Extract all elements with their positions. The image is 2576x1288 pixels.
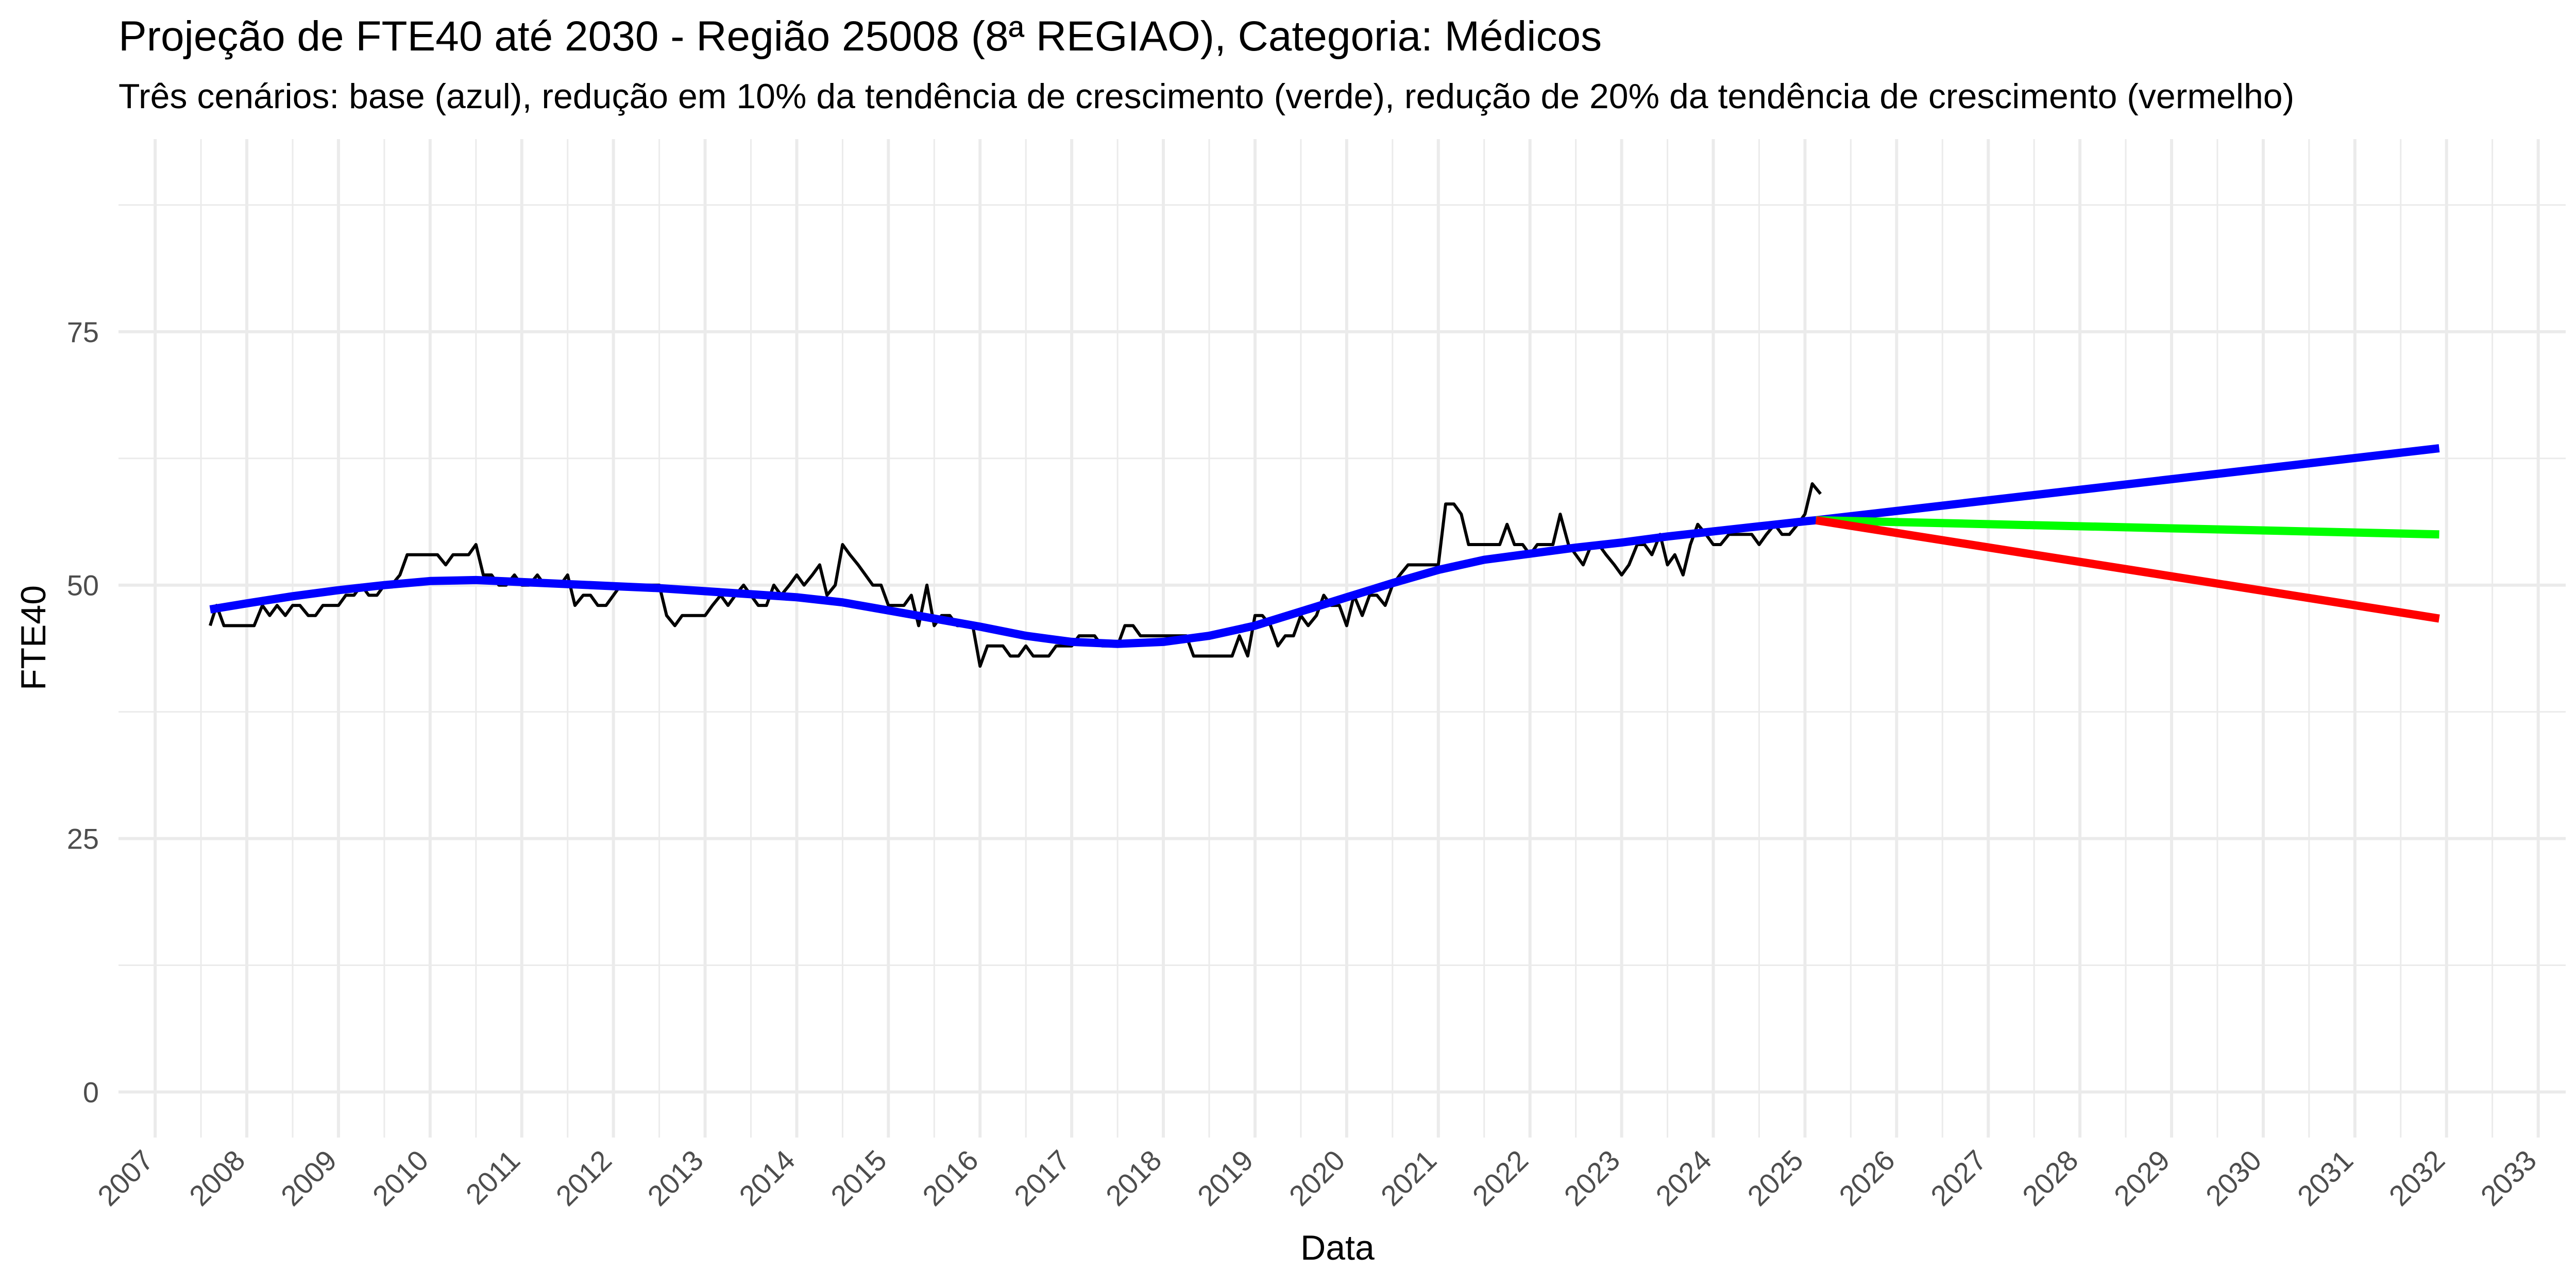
chart-title: Projeção de FTE40 até 2030 - Região 2500… — [118, 13, 1602, 60]
x-tick-label: 2014 — [733, 1144, 801, 1212]
x-tick-label: 2029 — [2108, 1144, 2176, 1212]
x-tick-label: 2025 — [1741, 1144, 1809, 1212]
y-tick-label: 75 — [67, 316, 99, 348]
x-tick-label: 2010 — [366, 1144, 435, 1212]
x-tick-label: 2019 — [1191, 1144, 1260, 1212]
series-line-green-projection — [1816, 516, 2439, 539]
series-line-base-projection — [1815, 444, 2440, 524]
grid-lines — [118, 139, 2566, 1138]
series-line-red-projection — [1815, 516, 2440, 623]
x-tick-label: 2024 — [1649, 1144, 1718, 1212]
x-axis-title: Data — [1300, 1228, 1375, 1267]
y-tick-label: 0 — [83, 1076, 99, 1108]
x-tick-label: 2032 — [2383, 1144, 2451, 1212]
y-tick-label: 50 — [67, 569, 99, 602]
y-tick-label: 25 — [67, 823, 99, 855]
x-tick-label: 2022 — [1466, 1144, 1535, 1212]
x-tick-label: 2008 — [183, 1144, 251, 1212]
x-tick-label: 2018 — [1099, 1144, 1168, 1212]
x-tick-label: 2011 — [460, 1144, 527, 1211]
x-tick-label: 2015 — [824, 1144, 893, 1212]
x-tick-label: 2023 — [1557, 1144, 1626, 1212]
x-tick-label: 2016 — [916, 1144, 985, 1212]
x-tick-label: 2030 — [2199, 1144, 2268, 1212]
x-tick-label: 2012 — [550, 1144, 618, 1212]
x-tick-label: 2026 — [1833, 1144, 1901, 1212]
series-line-observed — [209, 482, 1822, 668]
x-tick-label: 2021 — [1375, 1144, 1443, 1212]
y-axis-title: FTE40 — [14, 585, 53, 690]
x-tick-label: 2031 — [2291, 1144, 2360, 1212]
x-tick-label: 2028 — [2016, 1144, 2084, 1212]
x-tick-label: 2017 — [1008, 1144, 1076, 1212]
x-tick-label: 2009 — [275, 1144, 343, 1212]
x-tick-label: 2027 — [1924, 1144, 1993, 1212]
series-line-base-trend — [209, 516, 1817, 648]
x-tick-label: 2033 — [2474, 1144, 2543, 1212]
x-tick-label: 2020 — [1283, 1144, 1351, 1212]
x-tick-label: 2007 — [91, 1144, 160, 1212]
x-tick-label: 2013 — [641, 1144, 709, 1212]
series-group — [209, 444, 2440, 668]
chart-subtitle: Três cenários: base (azul), redução em 1… — [118, 77, 2294, 116]
